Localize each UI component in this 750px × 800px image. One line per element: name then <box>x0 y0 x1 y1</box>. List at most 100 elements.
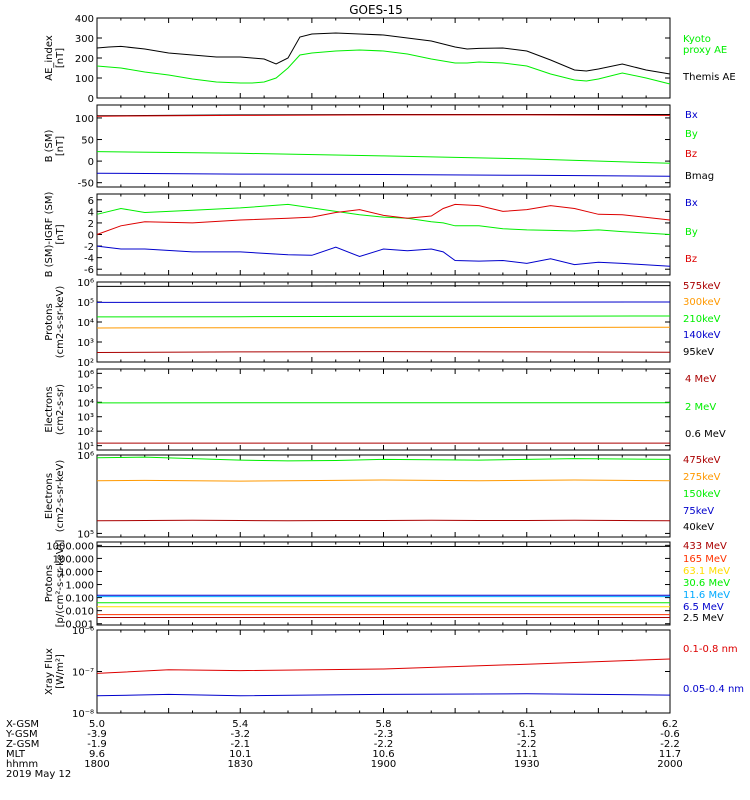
y-tick-label: -50 <box>78 179 94 190</box>
y-tick-label: 400 <box>75 14 94 25</box>
legend-label: Themis AE <box>682 72 736 83</box>
legend-label: 2.5 MeV <box>683 613 724 624</box>
y-tick-label: 10⁵ <box>77 384 94 395</box>
y-tick-label: 10.000 <box>59 567 94 578</box>
y-axis-label: (cm2-s-sr-keV) <box>55 460 66 533</box>
legend-label: 0.6 MeV <box>685 429 726 440</box>
y-axis-label: [nT] <box>55 224 66 244</box>
orbit-value: -0.6 <box>660 729 680 740</box>
legend-label: By <box>685 227 698 238</box>
series-line <box>96 32 671 75</box>
orbit-value: -2.3 <box>374 729 394 740</box>
y-tick-label: 2 <box>88 219 94 230</box>
y-tick-label: 10⁵ <box>77 529 94 540</box>
orbit-value: 1900 <box>371 759 396 770</box>
y-axis-label: [W/m²] <box>55 654 66 689</box>
y-axis-label: (cm2-s-sr) <box>55 384 66 435</box>
legend-label: 11.6 MeV <box>683 590 730 601</box>
y-tick-label: 10⁶ <box>77 451 94 462</box>
y-tick-label: 10⁻⁸ <box>72 709 94 720</box>
panel-frame <box>96 281 671 363</box>
legend-label: 0.1-0.8 nm <box>683 644 738 655</box>
legend-label: 75keV <box>683 506 714 517</box>
y-tick-label: 0 <box>88 231 94 242</box>
orbit-value: -3.2 <box>230 729 250 740</box>
y-tick-label: 50 <box>81 136 94 147</box>
series-line <box>96 285 671 287</box>
series-line <box>96 658 671 674</box>
series-line <box>96 315 671 318</box>
series-line <box>96 172 671 177</box>
legend-label: 433 MeV <box>683 541 727 552</box>
series-line <box>96 49 671 85</box>
panel-1: 0 100 200 300 400 AE_index [nT] Themis AE Kyotop… <box>44 14 736 105</box>
y-tick-label: 10⁴ <box>77 398 94 409</box>
y-tick-label: 100.000 <box>53 554 94 565</box>
series-line <box>96 693 671 697</box>
orbit-value: -2.2 <box>660 739 680 750</box>
panel-5: 10¹ 10² 10³ 10⁴ 10⁵ 10⁶ Electrons (cm2-s-sr) 4 M… <box>44 368 726 453</box>
y-axis-label: Protons <box>44 565 55 602</box>
y-tick-label: 200 <box>75 54 94 65</box>
y-axis-label: AE_index <box>44 35 55 81</box>
y-axis-label: (cm2-s-sr-keV) <box>55 286 66 359</box>
series-line <box>96 519 671 522</box>
panel-frame <box>96 629 671 714</box>
y-axis-label: B (SM) <box>44 129 55 162</box>
orbit-value: 1930 <box>514 759 539 770</box>
panel-4: 10² 10³ 10⁴ 10⁵ 10⁶ Protons (cm2-s-sr-keV) 575k… <box>44 278 721 369</box>
date-label: 2019 May 12 <box>6 769 71 780</box>
y-tick-label: 10⁻⁶ <box>72 626 94 637</box>
legend-label: Bz <box>685 254 697 265</box>
y-axis-label: Xray Flux <box>44 648 55 695</box>
y-tick-label: 1000.000 <box>46 541 94 552</box>
y-tick-label: 10⁴ <box>77 318 94 329</box>
orbit-value: -2.2 <box>517 739 537 750</box>
series-line <box>96 203 671 235</box>
panel-frame <box>96 454 671 538</box>
y-tick-label: 10⁵ <box>77 298 94 309</box>
orbit-value: 5.8 <box>376 719 392 730</box>
series-line <box>96 351 671 353</box>
y-tick-label: 10² <box>77 358 94 369</box>
orbit-row-label: MLT <box>6 749 26 760</box>
series-line <box>96 479 671 482</box>
y-tick-label: 1.000 <box>65 581 94 592</box>
panel-frame <box>96 541 671 626</box>
y-tick-label: 100 <box>75 74 94 85</box>
y-tick-label: 10³ <box>77 338 94 349</box>
y-axis-label: B (SM)-IGRF (SM) <box>44 192 55 278</box>
panel-2: -50 0 50 100 B (SM) [nT] Bmag Bz By Bx <box>44 104 714 190</box>
legend-label: 165 MeV <box>683 554 727 565</box>
legend-label: proxy AE <box>683 45 727 56</box>
legend-label: Bx <box>685 198 698 209</box>
orbit-value: -2.2 <box>374 739 394 750</box>
chart-title: GOES-15 <box>349 3 403 17</box>
panel-8: 10⁻⁸ 10⁻⁷ 10⁻⁶ Xray Flux [W/m²] 0.1-0.8 nm 0.0… <box>44 626 744 720</box>
series-line <box>96 151 671 164</box>
y-tick-label: 6 <box>88 196 94 207</box>
y-tick-label: 0 <box>88 157 94 168</box>
panel-6: 10⁵ 10⁶ Electrons (cm2-s-sr-keV) 475keV 275ke… <box>44 451 721 540</box>
legend-label: 475keV <box>683 455 721 466</box>
y-tick-label: 10² <box>77 427 94 438</box>
series-line <box>96 114 671 117</box>
y-tick-label: 10¹ <box>77 442 94 453</box>
orbit-value: 11.7 <box>659 749 681 760</box>
legend-label: 95keV <box>683 347 714 358</box>
orbit-row-label: Y-GSM <box>5 729 38 740</box>
orbit-row-label: Z-GSM <box>6 739 39 750</box>
legend-label: 300keV <box>683 297 721 308</box>
legend-label: 275keV <box>683 472 721 483</box>
y-axis-label: Electrons <box>44 386 55 432</box>
y-tick-label: 300 <box>75 34 94 45</box>
panel-frame <box>96 368 671 451</box>
orbit-value: 11.1 <box>516 749 538 760</box>
legend-label: 30.6 MeV <box>683 578 730 589</box>
orbit-value: 9.6 <box>89 749 105 760</box>
legend-label: 210keV <box>683 314 721 325</box>
legend-label: 0.05-0.4 nm <box>683 684 744 695</box>
y-tick-label: 4 <box>88 207 94 218</box>
y-tick-label: 0.001 <box>65 620 94 631</box>
